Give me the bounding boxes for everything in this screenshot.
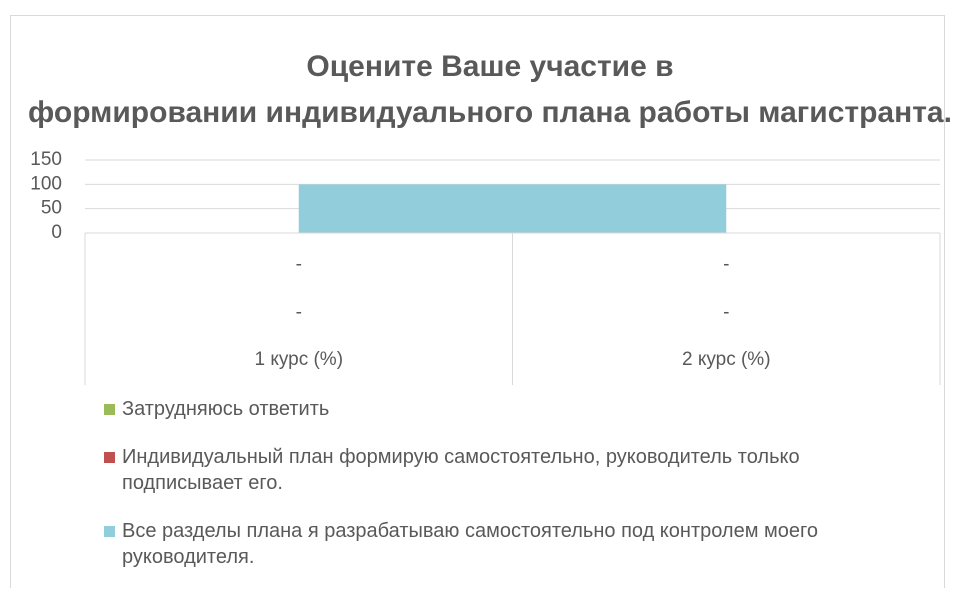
category-sublabel: - [296, 302, 302, 323]
area [298, 184, 727, 233]
category-sublabel: - [723, 254, 729, 275]
legend-item: Все разделы плана я разрабатываю самосто… [100, 518, 860, 570]
category-sublabel: - [296, 254, 302, 275]
legend-label: Затрудняюсь ответить [122, 398, 330, 420]
chart-frame [10, 15, 945, 588]
legend-item: Индивидуальный план формирую самостоятел… [100, 444, 860, 496]
y-tick-label: 50 [41, 198, 62, 219]
x-tick-label: 2 курс (%) [682, 349, 771, 370]
legend-label: Индивидуальный план формирую самостоятел… [122, 446, 800, 494]
chart-title: Оцените Ваше участие в формировании индив… [28, 50, 952, 129]
legend-label: Все разделы плана я разрабатываю самосто… [122, 520, 818, 568]
x-tick-label: 1 курс (%) [254, 349, 343, 370]
y-tick-label: 150 [30, 149, 62, 170]
legend-swatch [104, 452, 115, 463]
legend-swatch [104, 526, 115, 537]
legend-item: Затрудняюсь ответить [100, 396, 860, 422]
y-tick-label: 0 [51, 222, 62, 243]
category-sublabel: - [723, 302, 729, 323]
y-tick-label: 100 [30, 173, 62, 194]
legend-swatch [104, 404, 115, 415]
legend: Затрудняюсь ответить Индивидуальный план … [100, 396, 860, 592]
